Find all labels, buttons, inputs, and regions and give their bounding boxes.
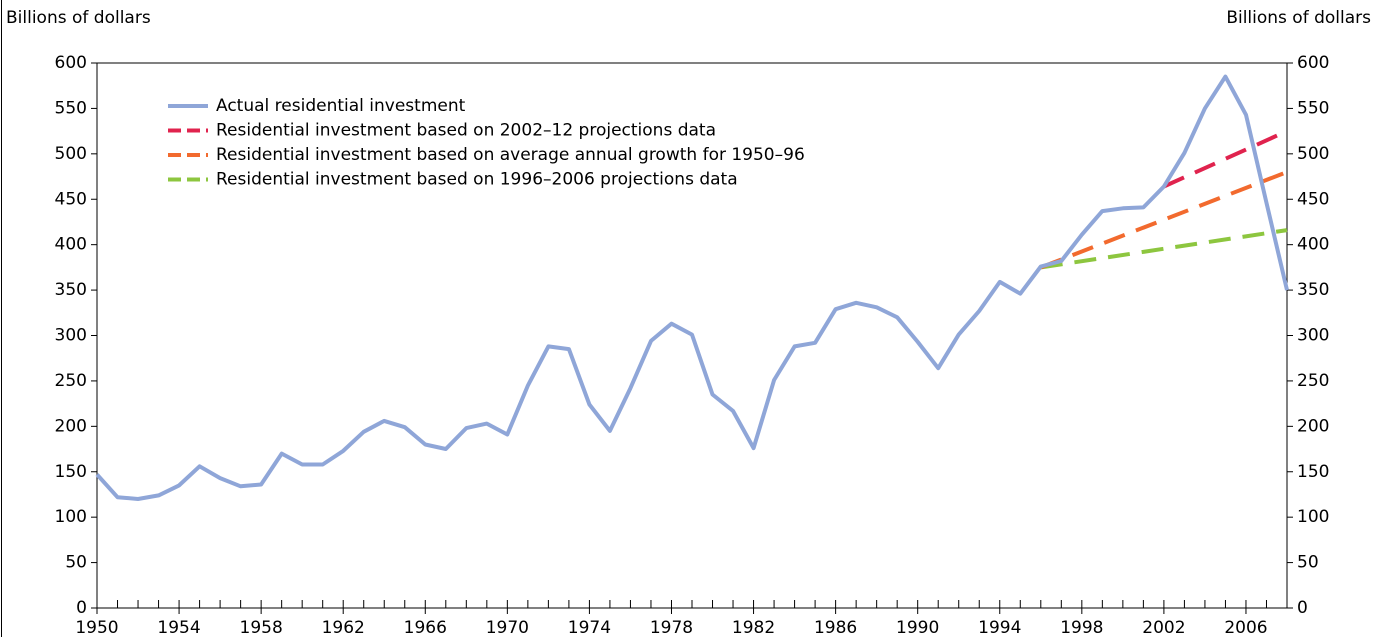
y-tick-label: 0	[76, 598, 87, 618]
x-tick-label: 1966	[404, 618, 447, 637]
y-tick-label: 50	[65, 553, 87, 573]
y-tick-label: 600	[55, 53, 87, 73]
y-tick-label: 550	[55, 98, 87, 118]
x-tick-label: 1990	[896, 618, 939, 637]
y-tick-label: 450	[55, 189, 87, 209]
y2-tick-label: 100	[1297, 507, 1329, 527]
y-tick-label: 350	[55, 280, 87, 300]
series-line	[1163, 129, 1288, 189]
y-tick-label: 100	[55, 507, 87, 527]
y2-tick-label: 200	[1297, 416, 1329, 436]
y-tick-label: 500	[55, 144, 87, 164]
y2-tick-label: 300	[1297, 326, 1329, 346]
x-tick-label: 1994	[978, 618, 1021, 637]
series-line	[95, 74, 1289, 501]
y2-tick-label: 400	[1297, 235, 1329, 255]
y2-tick-label: 50	[1297, 553, 1319, 573]
y2-tick-label: 250	[1297, 371, 1329, 391]
x-tick-label: 1970	[486, 618, 529, 637]
y-axis-label: Billions of dollars	[6, 8, 151, 28]
x-tick-label: 1962	[322, 618, 365, 637]
y2-tick-label: 0	[1297, 598, 1308, 618]
series-line	[1040, 228, 1288, 270]
series-line	[1040, 170, 1288, 270]
x-tick-label: 1986	[814, 618, 857, 637]
x-tick-label: 1954	[157, 618, 200, 637]
legend-label: Residential investment based on average …	[216, 145, 805, 165]
y2-tick-label: 550	[1297, 98, 1329, 118]
y2-tick-label: 500	[1297, 144, 1329, 164]
legend-label: Residential investment based on 2002–12 …	[216, 121, 716, 141]
x-tick-label: 2006	[1224, 618, 1267, 637]
x-tick-label: 1950	[75, 618, 118, 637]
x-tick-label: 1982	[732, 618, 775, 637]
y-tick-label: 150	[55, 462, 87, 482]
x-tick-label: 1958	[240, 618, 283, 637]
x-tick-label: 1974	[568, 618, 611, 637]
y-tick-label: 250	[55, 371, 87, 391]
y-tick-label: 400	[55, 235, 87, 255]
legend-label: Residential investment based on 1996–200…	[216, 170, 738, 190]
y2-tick-label: 450	[1297, 189, 1329, 209]
x-tick-label: 2002	[1142, 618, 1185, 637]
x-tick-label: 1978	[650, 618, 693, 637]
y2-tick-label: 350	[1297, 280, 1329, 300]
x-tick-label: 1998	[1060, 618, 1103, 637]
y-tick-label: 200	[55, 416, 87, 436]
y2-tick-label: 150	[1297, 462, 1329, 482]
legend-label: Actual residential investment	[216, 96, 466, 116]
y2-tick-label: 600	[1297, 53, 1329, 73]
y-tick-label: 300	[55, 326, 87, 346]
y2-axis-label: Billions of dollars	[1226, 8, 1371, 28]
